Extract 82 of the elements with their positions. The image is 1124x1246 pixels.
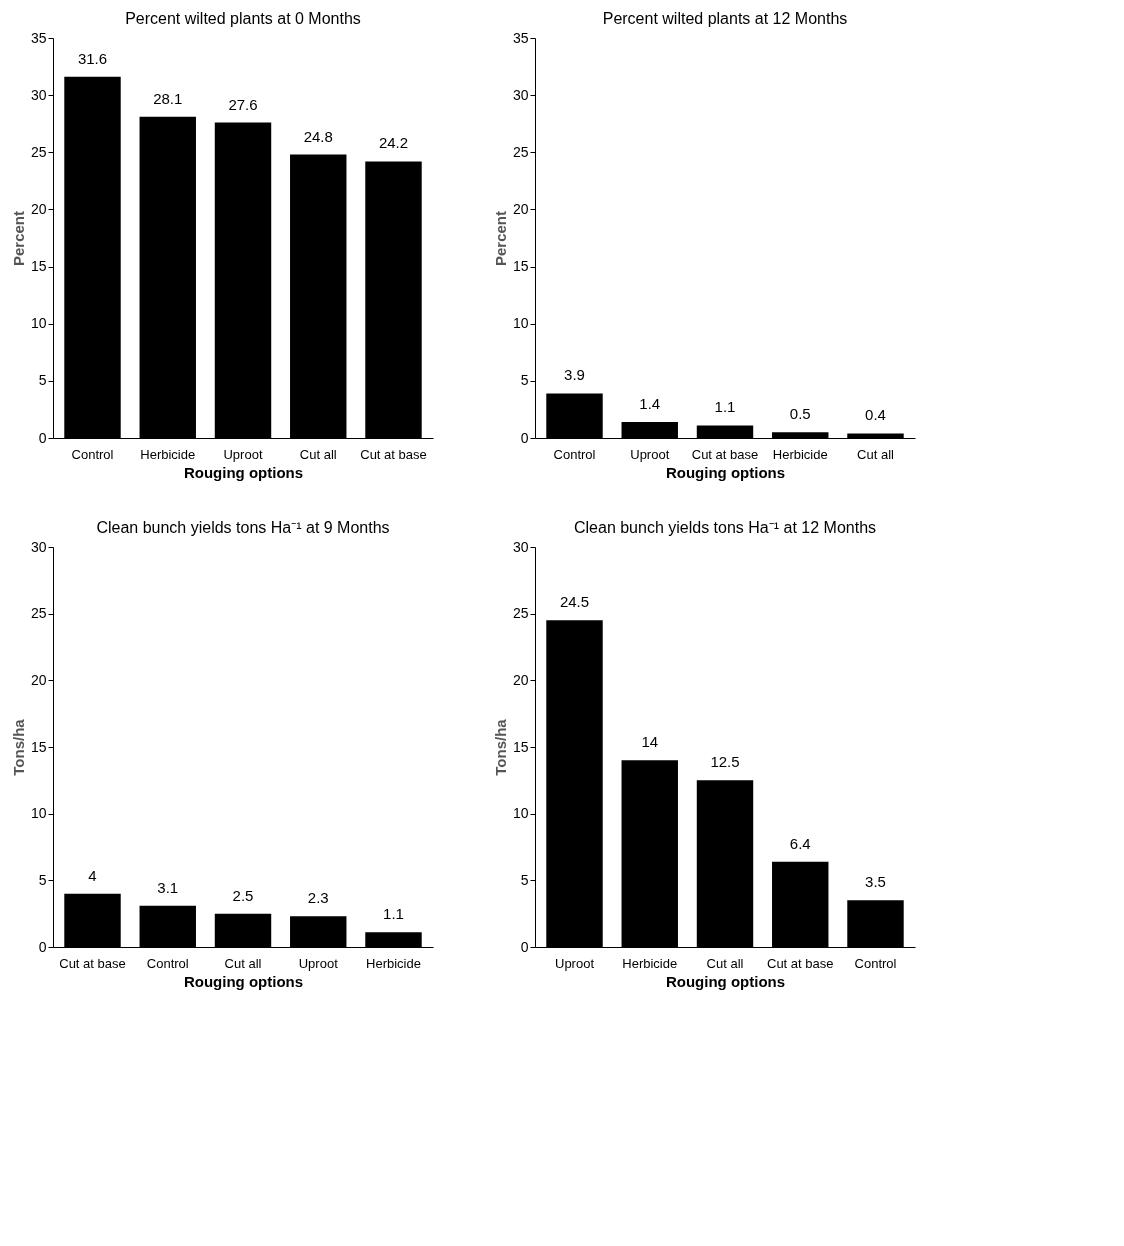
y-tick-label: 10 — [512, 805, 529, 822]
x-tick-label: Herbicide — [366, 955, 421, 971]
data-label: 1.1 — [383, 905, 404, 923]
x-axis-title: Rouging options — [183, 463, 304, 481]
data-label: 0.5 — [789, 405, 811, 423]
y-tick-label: 30 — [30, 538, 47, 555]
y-tick-label: 15 — [30, 738, 47, 755]
data-label: 1.1 — [714, 398, 736, 416]
y-tick-label: 20 — [30, 671, 47, 688]
y-tick-label: 10 — [30, 805, 47, 822]
y-tick-label: 25 — [30, 605, 47, 622]
data-label: 2.3 — [307, 889, 329, 907]
chart-title: Percent wilted plants at 12 Months — [602, 10, 848, 27]
y-tick-label: 0 — [520, 429, 529, 446]
y-axis-title: Percent — [9, 210, 27, 267]
x-tick-label: Uproot — [554, 955, 595, 971]
chart-title: Clean bunch yields tons Ha⁻¹ at 9 Months — [96, 519, 390, 536]
y-tick-label: 20 — [30, 200, 47, 217]
x-tick-label: Cut all — [224, 955, 262, 971]
x-tick-label: Herbicide — [772, 446, 828, 462]
y-tick-label: 20 — [512, 671, 529, 688]
x-tick-label: Uproot — [298, 955, 339, 971]
x-tick-label: Herbicide — [140, 446, 196, 462]
data-label: 24.5 — [559, 593, 590, 611]
data-label: 27.6 — [228, 95, 258, 113]
y-tick-label: 25 — [512, 605, 529, 622]
data-label: 28.1 — [153, 89, 183, 107]
x-tick-label: Cut all — [857, 446, 895, 462]
x-tick-label: Cut at base — [360, 446, 427, 462]
y-tick-label: 25 — [30, 143, 47, 160]
data-label: 3.9 — [564, 366, 585, 384]
data-label: 3.5 — [865, 873, 886, 891]
y-tick-label: 35 — [512, 29, 529, 46]
x-tick-label: Cut at base — [691, 446, 759, 462]
data-label: 6.4 — [789, 834, 811, 852]
y-tick-label: 0 — [520, 938, 529, 955]
x-axis-title: Rouging options — [183, 972, 304, 990]
y-tick-label: 5 — [520, 871, 529, 888]
data-label: 31.6 — [77, 49, 108, 67]
x-tick-label: Cut all — [299, 446, 337, 462]
x-axis-title: Rouging options — [665, 972, 786, 990]
y-tick-label: 15 — [30, 258, 47, 275]
y-tick-label: 15 — [512, 738, 529, 755]
x-tick-label: Control — [71, 446, 114, 462]
x-tick-label: Uproot — [630, 446, 670, 462]
y-axis-title: Percent — [491, 210, 509, 267]
data-label: 3.1 — [157, 878, 179, 896]
y-tick-label: 5 — [38, 871, 47, 888]
y-tick-label: 5 — [520, 372, 529, 389]
x-tick-label: Herbicide — [622, 955, 678, 971]
data-label: 24.2 — [378, 134, 409, 152]
y-axis-title: Tons/ha — [491, 718, 509, 776]
y-tick-label: 20 — [512, 200, 529, 217]
data-label: 1.4 — [639, 395, 661, 412]
data-label: 12.5 — [710, 753, 740, 771]
y-tick-label: 0 — [38, 938, 47, 955]
y-tick-label: 0 — [38, 429, 47, 446]
y-tick-label: 10 — [30, 315, 47, 332]
x-tick-label: Control — [146, 955, 189, 971]
y-tick-label: 30 — [512, 538, 529, 555]
x-tick-label: Control — [553, 446, 596, 462]
y-tick-label: 10 — [512, 315, 529, 332]
x-tick-label: Control — [854, 955, 897, 971]
data-label: 4 — [88, 866, 97, 884]
x-tick-label: Cut all — [706, 955, 744, 971]
data-label: 24.8 — [303, 127, 333, 145]
x-axis-title: Rouging options — [665, 463, 786, 481]
data-label: 2.5 — [232, 886, 254, 904]
data-label: 0.4 — [865, 406, 886, 424]
chart-title: Clean bunch yields tons Ha⁻¹ at 12 Months — [573, 519, 877, 536]
y-axis-title: Tons/ha — [9, 718, 27, 776]
y-tick-label: 30 — [30, 86, 47, 103]
y-tick-label: 30 — [512, 86, 529, 103]
x-tick-label: Cut at base — [767, 955, 834, 971]
y-tick-label: 25 — [512, 143, 529, 160]
x-tick-label: Uproot — [223, 446, 263, 462]
y-tick-label: 5 — [38, 372, 47, 389]
chart-title: Percent wilted plants at 0 Months — [125, 10, 361, 27]
y-tick-label: 15 — [512, 258, 529, 275]
data-label: 14 — [641, 733, 659, 751]
x-tick-label: Cut at base — [59, 955, 126, 971]
y-tick-label: 35 — [30, 29, 47, 46]
